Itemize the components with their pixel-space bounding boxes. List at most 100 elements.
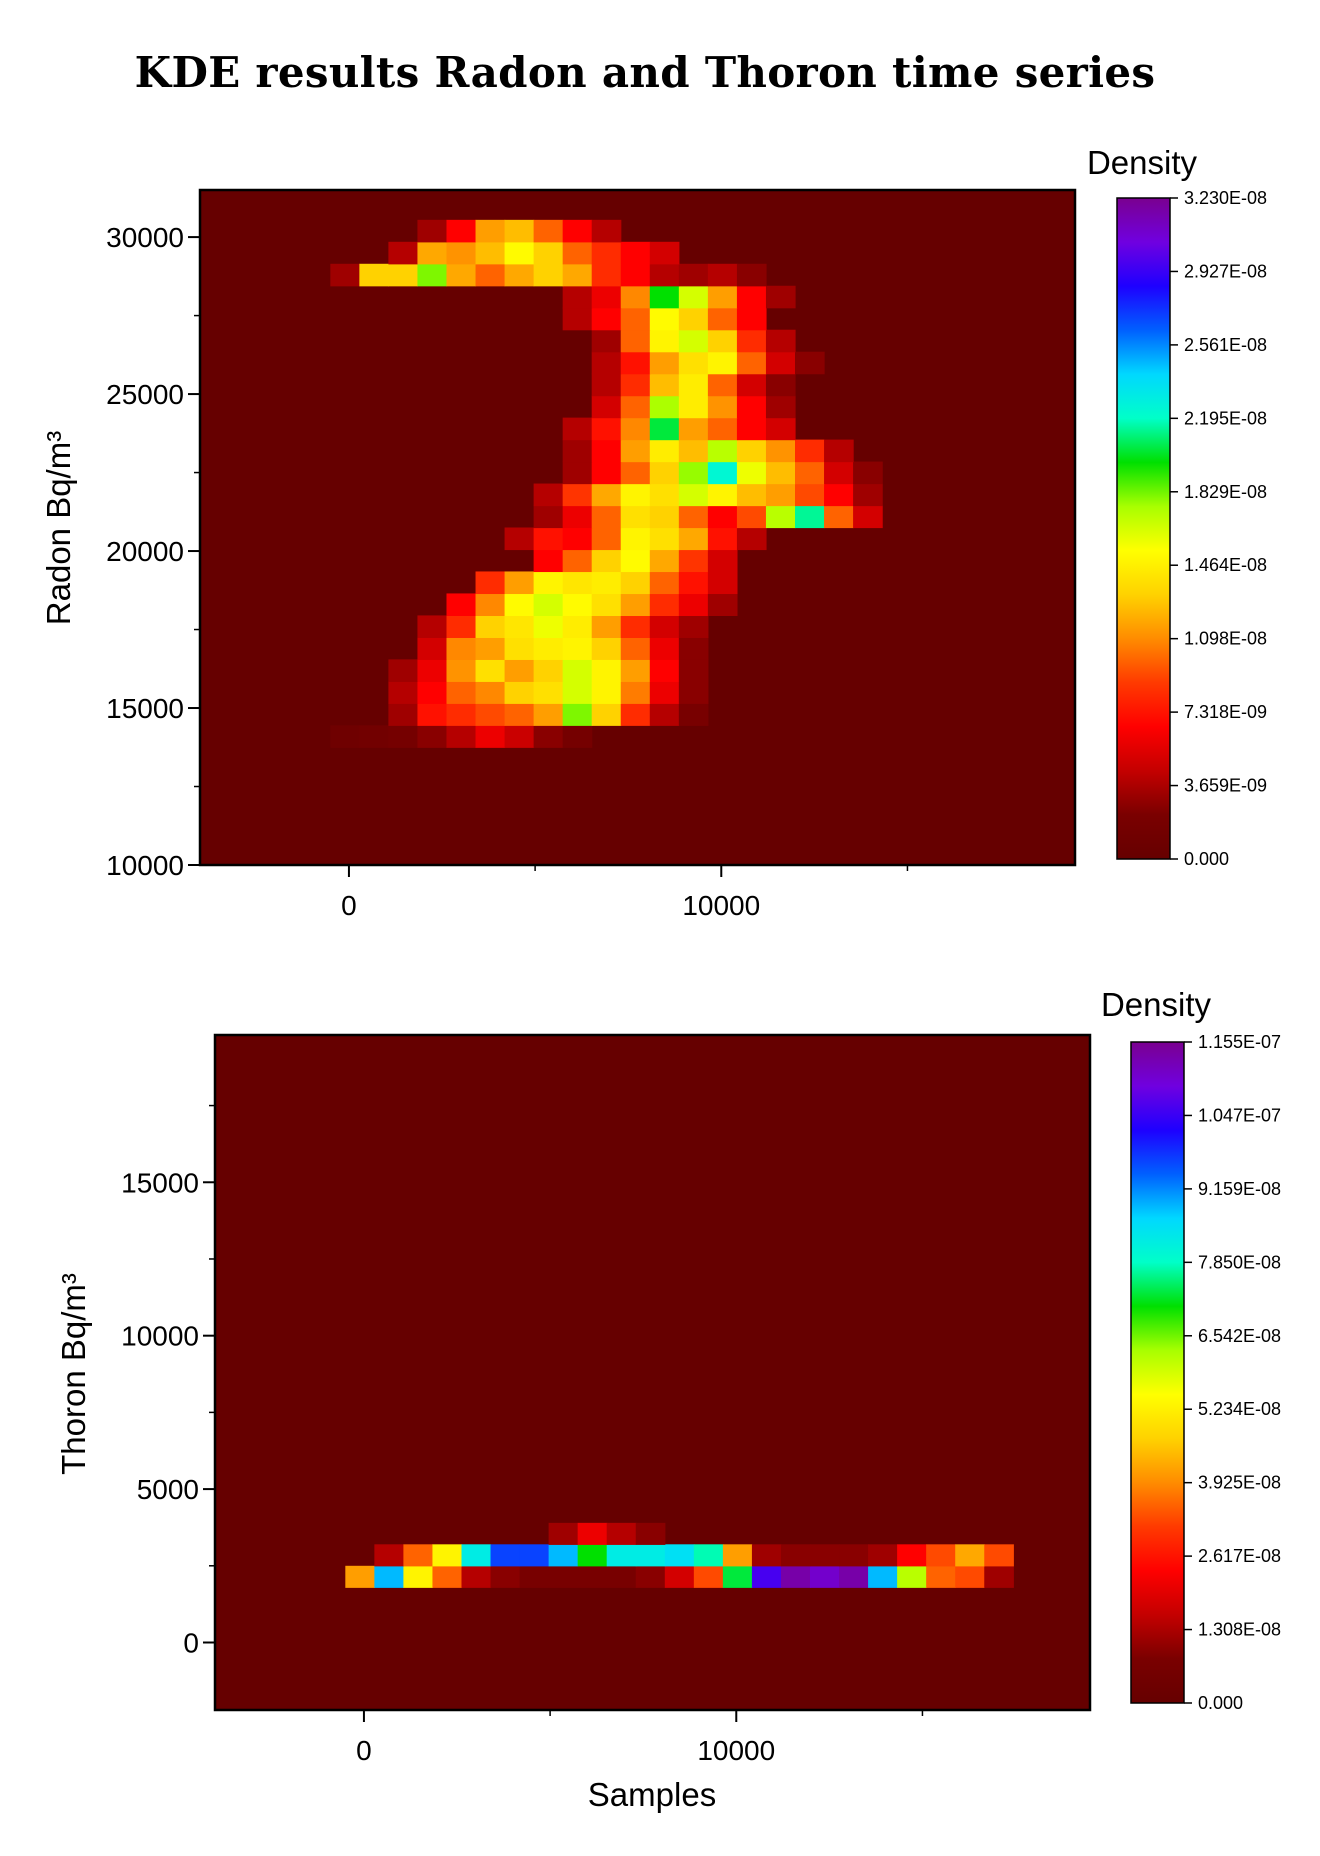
radon-heatmap-cell: [562, 263, 593, 287]
radon-heatmap-cell: [620, 549, 651, 573]
radon-heatmap-cell: [649, 307, 680, 331]
radon-heatmap-cell: [533, 505, 564, 529]
radon-heatmap-cell: [620, 593, 651, 617]
radon-heatmap-cell: [765, 285, 796, 309]
radon-heatmap-cell: [591, 615, 622, 638]
radon-heatmap-cell: [649, 549, 680, 573]
radon-heatmap-cell: [417, 703, 448, 726]
radon-heatmap-cell: [533, 241, 564, 265]
radon-heatmap-cell: [707, 417, 738, 441]
thoron-heatmap-cell: [577, 1565, 608, 1588]
radon-heatmap-cell: [678, 637, 709, 660]
radon-heatmap-cell: [765, 505, 796, 529]
thoron-axes: 0 5000 10000 15000 0 10000: [121, 1104, 924, 1766]
radon-heatmap-cell: [649, 373, 680, 397]
radon-heatmap-cell: [736, 439, 767, 463]
radon-heatmap-cell: [591, 219, 622, 243]
radon-heatmap-cell: [388, 725, 419, 748]
radon-colorbar-label: 7.318E-09: [1184, 702, 1267, 722]
radon-heatmap-cell: [359, 725, 390, 748]
thoron-heatmap-cell: [868, 1565, 898, 1588]
radon-heatmap-cell: [562, 241, 593, 265]
thoron-heatmap-cell: [490, 1544, 521, 1567]
thoron-heatmap-cell: [519, 1544, 550, 1567]
radon-heatmap-cell: [504, 703, 535, 726]
radon-colorbar-label: 1.829E-08: [1184, 482, 1267, 502]
thoron-heatmap-cell: [722, 1565, 753, 1588]
radon-heatmap-cell: [475, 637, 506, 660]
radon-x-tick-label: 10000: [682, 890, 760, 921]
radon-heatmap-cell: [475, 263, 506, 287]
radon-heatmap-cell: [678, 417, 709, 441]
radon-heatmap-cell: [620, 439, 651, 463]
thoron-heatmap-cell: [897, 1565, 927, 1588]
radon-heatmap-cell: [562, 593, 593, 617]
radon-heatmap-cell: [562, 571, 593, 595]
radon-heatmap-cell: [591, 571, 622, 595]
thoron-heatmap-cell: [548, 1522, 579, 1545]
radon-heatmap-cell: [649, 527, 680, 551]
radon-heatmap-cell: [533, 615, 564, 638]
radon-heatmap-cell: [678, 483, 709, 507]
radon-heatmap-cell: [591, 329, 622, 353]
thoron-y-axis-label: Thoron Bq/m³: [55, 1273, 92, 1475]
radon-heatmap-cell: [475, 703, 506, 726]
radon-heatmap-cell: [562, 549, 593, 573]
radon-axes: 10000 15000 20000 25000 30000 0 10000: [106, 222, 909, 921]
radon-plot-frame: [198, 188, 1077, 867]
radon-colorbar-gradient: [1116, 197, 1171, 860]
radon-heatmap-cell: [736, 483, 767, 507]
radon-heatmap-cell: [620, 373, 651, 397]
radon-heatmap-cell: [475, 241, 506, 265]
thoron-plot-frame: [213, 1033, 1092, 1712]
radon-heatmap-cell: [707, 329, 738, 353]
radon-heatmap-cell: [678, 571, 709, 595]
radon-y-tick-label: 20000: [106, 536, 184, 567]
radon-heatmap-cell: [620, 703, 651, 726]
thoron-colorbar-label: 1.155E-07: [1198, 1032, 1281, 1052]
radon-heatmap-cell: [736, 285, 767, 309]
thoron-heatmap-cell: [897, 1544, 927, 1567]
radon-heatmap-cell: [562, 285, 593, 309]
radon-heatmap-cell: [359, 263, 390, 287]
radon-heatmap-cell: [649, 461, 680, 485]
thoron-heatmap-cell: [403, 1565, 434, 1588]
thoron-heatmap-cell: [548, 1565, 579, 1588]
radon-heatmap-cell: [562, 615, 593, 638]
radon-heatmap-cell: [620, 505, 651, 529]
radon-heatmap-cell: [562, 505, 593, 529]
radon-heatmap-cell: [533, 637, 564, 660]
radon-heatmap-cell: [795, 483, 825, 507]
radon-heatmap-cell: [504, 637, 535, 660]
radon-heatmap-cell: [649, 571, 680, 595]
thoron-y-tick-label: 10000: [121, 1321, 199, 1352]
thoron-heatmap-cell: [664, 1565, 695, 1588]
radon-heatmap-cell: [620, 263, 651, 287]
thoron-colorbar-label: 3.925E-08: [1198, 1473, 1281, 1493]
thoron-y-tick-label: 15000: [121, 1167, 199, 1198]
radon-heatmap-cell: [562, 219, 593, 243]
radon-heatmap-cell: [678, 505, 709, 529]
radon-heatmap-cell: [562, 527, 593, 551]
radon-heatmap-cell: [475, 571, 506, 595]
radon-heatmap-cell: [591, 461, 622, 485]
radon-heatmap-cell: [853, 461, 883, 485]
radon-heatmap-cell: [591, 637, 622, 660]
radon-heatmap-cell: [620, 483, 651, 507]
radon-heatmap-cell: [649, 593, 680, 617]
thoron-heatmap-cell: [577, 1544, 608, 1567]
radon-heatmap-cell: [620, 351, 651, 375]
radon-heatmap-cell: [591, 549, 622, 573]
radon-colorbar-label: 3.230E-08: [1184, 188, 1267, 208]
radon-heatmap-cell: [678, 263, 709, 287]
thoron-heatmap-cell: [606, 1544, 637, 1567]
radon-colorbar-label: 3.659E-09: [1184, 776, 1267, 796]
radon-heatmap-cell: [736, 417, 767, 441]
radon-heatmap-cell: [533, 659, 564, 682]
thoron-colorbar-label: 2.617E-08: [1198, 1546, 1281, 1566]
radon-heatmap-cell: [678, 593, 709, 617]
radon-heatmap-cell: [620, 637, 651, 660]
radon-heatmap-cell: [562, 703, 593, 726]
thoron-heatmap-cell: [490, 1565, 521, 1588]
radon-heatmap-cell: [504, 527, 535, 551]
